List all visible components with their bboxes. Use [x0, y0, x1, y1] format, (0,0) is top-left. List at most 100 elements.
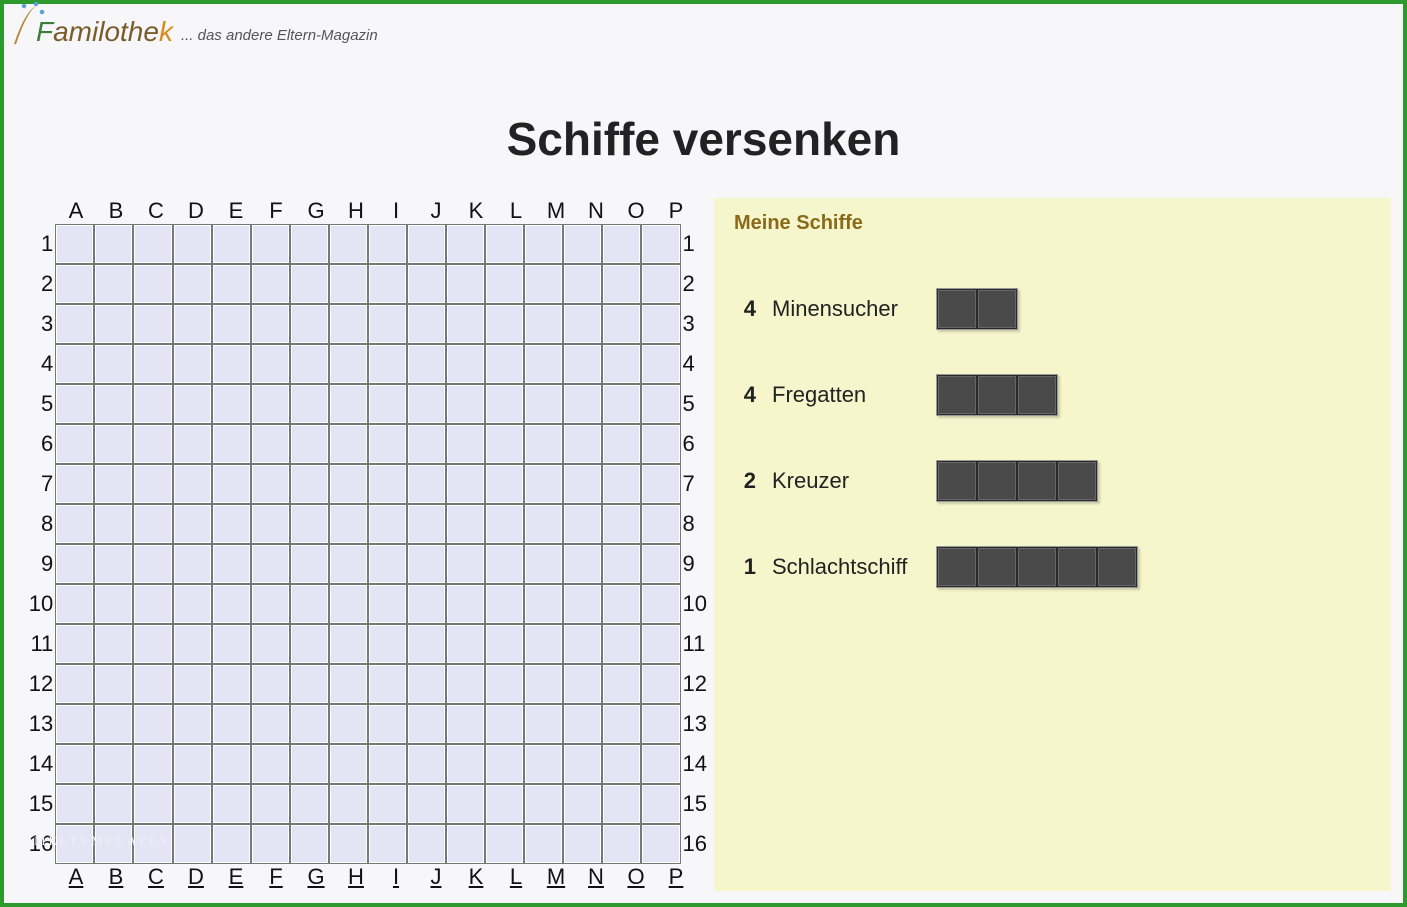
grid-cell[interactable] — [563, 464, 602, 504]
grid-cell[interactable] — [524, 504, 563, 544]
grid-cell[interactable] — [446, 704, 485, 744]
grid-cell[interactable] — [602, 624, 641, 664]
grid-cell[interactable] — [641, 584, 680, 624]
grid-cell[interactable] — [290, 464, 329, 504]
grid-cell[interactable] — [407, 784, 446, 824]
grid-cell[interactable] — [94, 224, 133, 264]
grid-cell[interactable] — [94, 624, 133, 664]
grid-cell[interactable] — [641, 304, 680, 344]
grid-cell[interactable] — [602, 504, 641, 544]
grid-cell[interactable] — [407, 664, 446, 704]
grid-cell[interactable] — [251, 704, 290, 744]
grid-cell[interactable] — [94, 344, 133, 384]
grid-cell[interactable] — [290, 504, 329, 544]
grid-cell[interactable] — [133, 704, 172, 744]
grid-cell[interactable] — [133, 744, 172, 784]
grid-cell[interactable] — [407, 744, 446, 784]
grid-cell[interactable] — [94, 424, 133, 464]
grid-cell[interactable] — [563, 264, 602, 304]
grid-cell[interactable] — [55, 264, 94, 304]
grid-cell[interactable] — [485, 264, 524, 304]
grid-cell[interactable] — [55, 704, 94, 744]
grid-cell[interactable] — [602, 344, 641, 384]
grid-cell[interactable] — [602, 584, 641, 624]
grid-cell[interactable] — [368, 384, 407, 424]
grid-cell[interactable] — [602, 304, 641, 344]
grid-cell[interactable] — [368, 704, 407, 744]
grid-cell[interactable] — [212, 784, 251, 824]
grid-cell[interactable] — [251, 824, 290, 864]
grid-cell[interactable] — [55, 744, 94, 784]
grid-cell[interactable] — [133, 224, 172, 264]
grid-cell[interactable] — [446, 584, 485, 624]
grid-cell[interactable] — [368, 624, 407, 664]
grid-cell[interactable] — [290, 624, 329, 664]
grid-cell[interactable] — [133, 504, 172, 544]
grid-cell[interactable] — [212, 384, 251, 424]
grid-cell[interactable] — [485, 464, 524, 504]
grid-cell[interactable] — [94, 584, 133, 624]
grid-cell[interactable] — [133, 384, 172, 424]
grid-cell[interactable] — [368, 824, 407, 864]
grid-cell[interactable] — [251, 664, 290, 704]
grid-cell[interactable] — [94, 504, 133, 544]
grid-cell[interactable] — [290, 784, 329, 824]
grid-cell[interactable] — [290, 544, 329, 584]
grid-cell[interactable] — [173, 624, 212, 664]
grid-cell[interactable] — [290, 744, 329, 784]
grid-cell[interactable] — [55, 544, 94, 584]
grid-cell[interactable] — [368, 224, 407, 264]
grid-cell[interactable] — [407, 384, 446, 424]
grid-cell[interactable] — [212, 544, 251, 584]
grid-cell[interactable] — [485, 584, 524, 624]
grid-cell[interactable] — [407, 344, 446, 384]
grid-cell[interactable] — [251, 344, 290, 384]
grid-cell[interactable] — [641, 264, 680, 304]
grid-cell[interactable] — [524, 224, 563, 264]
grid-cell[interactable] — [290, 264, 329, 304]
grid-cell[interactable] — [485, 824, 524, 864]
grid-cell[interactable] — [329, 584, 368, 624]
grid-cell[interactable] — [329, 504, 368, 544]
grid-cell[interactable] — [563, 344, 602, 384]
grid-cell[interactable] — [524, 624, 563, 664]
grid-cell[interactable] — [602, 384, 641, 424]
grid-cell[interactable] — [602, 464, 641, 504]
grid-cell[interactable] — [55, 424, 94, 464]
grid-cell[interactable] — [290, 584, 329, 624]
grid-cell[interactable] — [602, 784, 641, 824]
grid-cell[interactable] — [173, 424, 212, 464]
grid-cell[interactable] — [55, 784, 94, 824]
grid-cell[interactable] — [329, 664, 368, 704]
grid-cell[interactable] — [290, 344, 329, 384]
grid-cell[interactable] — [368, 304, 407, 344]
grid-cell[interactable] — [563, 224, 602, 264]
grid-cell[interactable] — [524, 784, 563, 824]
grid-cell[interactable] — [329, 544, 368, 584]
grid-cell[interactable] — [173, 464, 212, 504]
grid-cell[interactable] — [485, 664, 524, 704]
grid-cell[interactable] — [133, 584, 172, 624]
grid-cell[interactable] — [524, 424, 563, 464]
grid-cell[interactable] — [329, 824, 368, 864]
grid-cell[interactable] — [524, 304, 563, 344]
grid-cell[interactable] — [251, 584, 290, 624]
grid-cell[interactable] — [55, 304, 94, 344]
grid-cell[interactable] — [329, 304, 368, 344]
grid-cell[interactable] — [485, 424, 524, 464]
grid-cell[interactable] — [446, 664, 485, 704]
grid-cell[interactable] — [55, 344, 94, 384]
grid-cell[interactable] — [446, 344, 485, 384]
grid-cell[interactable] — [133, 464, 172, 504]
grid-cell[interactable] — [485, 344, 524, 384]
grid-cell[interactable] — [94, 704, 133, 744]
grid-cell[interactable] — [446, 504, 485, 544]
grid-cell[interactable] — [446, 424, 485, 464]
grid-cell[interactable] — [641, 424, 680, 464]
grid-cell[interactable] — [368, 544, 407, 584]
grid-cell[interactable] — [563, 824, 602, 864]
grid-cell[interactable] — [173, 824, 212, 864]
grid-cell[interactable] — [55, 664, 94, 704]
grid-cell[interactable] — [55, 504, 94, 544]
grid-cell[interactable] — [368, 504, 407, 544]
